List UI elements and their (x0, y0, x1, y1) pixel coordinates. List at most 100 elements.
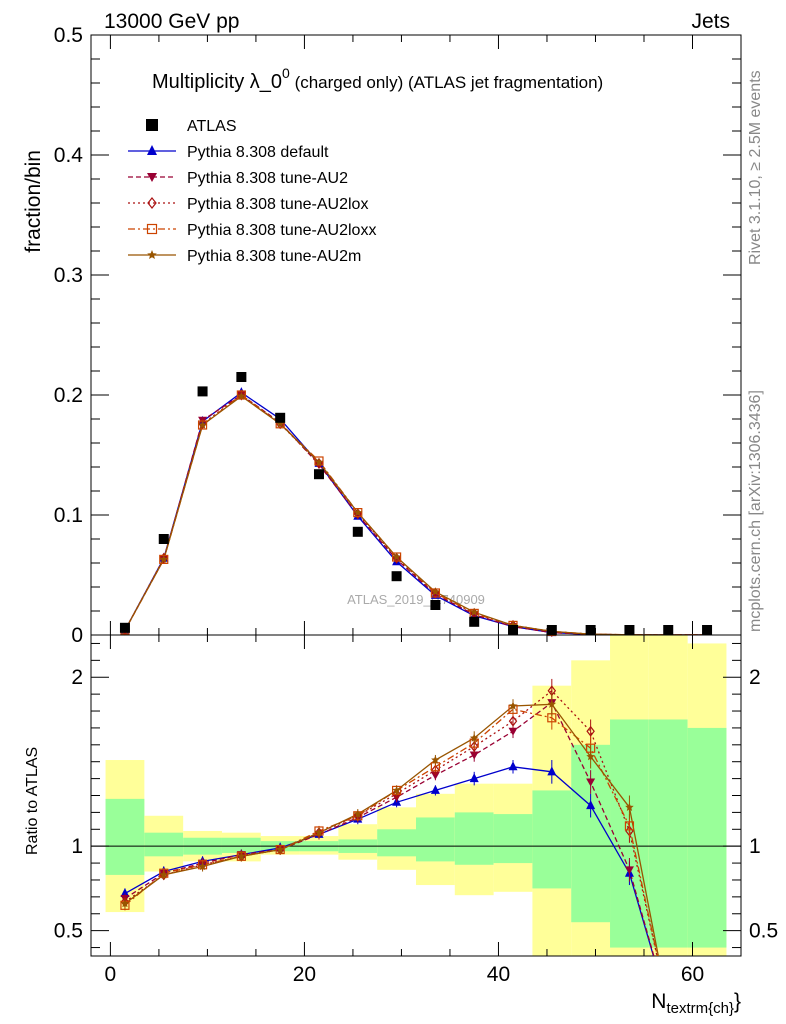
ratio-line-pythia-8-308-default (124, 766, 655, 956)
ratio-point (120, 899, 130, 908)
legend-marker (147, 173, 157, 182)
ratio-point (469, 741, 479, 752)
ratio-point (547, 766, 557, 776)
uncertainty-band-inner (377, 829, 416, 857)
atlas-point (275, 412, 286, 423)
uncertainty-band-inner (493, 814, 533, 864)
legend-label: Pythia 8.308 tune-AU2loxx (187, 222, 376, 239)
ylabel-ratio: Ratio to ATLAS (24, 747, 41, 855)
ratio-point (469, 751, 479, 760)
plot-title: Multiplicity λ_00 (charged only) (ATLAS … (152, 65, 603, 93)
ratio-point (586, 752, 595, 761)
ratio-point (314, 828, 324, 837)
plot-title-main: Multiplicity λ_0 (152, 71, 282, 93)
atlas-point (391, 571, 402, 582)
uncertainty-band-inner (221, 837, 261, 853)
ratio-line-pythia-8-308-tune-au2 (124, 701, 655, 956)
atlas-point (197, 386, 208, 397)
plot-title-sub: (charged only) (ATLAS jet fragmentation) (290, 73, 603, 92)
ratio-point (275, 845, 285, 854)
mcplots-label: mcplots.cern.ch [arXiv:1306.3436] (747, 390, 764, 632)
atlas-point (546, 625, 557, 635)
ylabel-main: fraction/bin (22, 150, 45, 253)
main-panel: 0 0.1 0.2 0.3 0.4 0.5 (54, 24, 742, 647)
main-point (392, 552, 401, 561)
main-point (469, 607, 479, 616)
ratio-xtick-label: 20 (293, 963, 316, 986)
ratio-point (431, 764, 440, 776)
ratio-point (469, 773, 479, 783)
legend-label: Pythia 8.308 default (187, 144, 329, 161)
ratio-point (430, 771, 440, 780)
ratio-point (392, 788, 401, 800)
atlas-point (702, 625, 713, 635)
atlas-point (430, 600, 441, 610)
uncertainty-band-inner (687, 727, 727, 948)
uncertainty-band-inner (144, 832, 184, 857)
main-point (159, 552, 169, 564)
main-point (198, 418, 207, 430)
main-ytick-label: 0.1 (54, 504, 83, 527)
ratio-point (430, 784, 440, 794)
main-point (275, 419, 285, 428)
xlabel: Ntextrm{ch}} (651, 990, 741, 1017)
legend-marker (146, 223, 158, 235)
ratio-xtick-label: 40 (487, 963, 510, 986)
main-point (237, 391, 246, 400)
atlas-point (313, 469, 324, 480)
ratio-point (508, 761, 518, 771)
ratio-point (586, 778, 596, 787)
main-point (353, 511, 363, 520)
legend-label: Pythia 8.308 tune-AU2lox (187, 196, 368, 213)
main-point (159, 554, 168, 563)
ratio-xtick-label: 0 (105, 963, 117, 986)
atlas-point (508, 625, 519, 635)
main-point (392, 555, 402, 564)
uncertainty-band-inner (454, 812, 494, 865)
uncertainty-band-inner (648, 719, 688, 948)
main-ytick-label: 0.2 (54, 384, 83, 407)
main-ytick-label: 0.5 (54, 24, 83, 47)
main-point (430, 590, 440, 599)
legend-label: Pythia 8.308 tune-AU2m (187, 248, 361, 265)
ratio-point (237, 851, 246, 860)
main-point (431, 587, 440, 596)
main-ytick-label: 0.3 (54, 264, 83, 287)
atlas-point (624, 625, 635, 635)
atlas-point (158, 534, 169, 544)
ratio-point (586, 800, 596, 810)
ratio-point (508, 701, 518, 710)
ratio-point (392, 785, 401, 795)
atlas-point (352, 526, 363, 537)
ratio-point (508, 727, 518, 736)
atlas-point (469, 616, 480, 627)
ratio-point (625, 802, 634, 811)
legend-label: ATLAS (187, 118, 237, 135)
rivet-label: Rivet 3.1.10, ≥ 2.5M events (747, 70, 764, 265)
ratio-ytick-label: 1 (71, 835, 83, 858)
ratio-panel: 0.5 0.51 12 20 20 40 60 (54, 634, 778, 986)
ratio-point (198, 862, 207, 871)
ratio-point (353, 809, 363, 818)
ratio-point (159, 870, 168, 879)
legend-marker (147, 145, 157, 155)
legend-marker (147, 250, 157, 259)
ratio-line-pythia-8-308-tune-au2m (124, 703, 659, 956)
main-point (353, 508, 363, 517)
main-point (198, 420, 207, 429)
main-ytick-label: 0.4 (54, 144, 84, 167)
ratio-line-pythia-8-308-tune-au2loxx (124, 708, 658, 956)
analysis-watermark: ATLAS_2019_I1740909 (347, 592, 485, 607)
uncertainty-band-inner (105, 798, 145, 875)
ratio-point (431, 755, 440, 764)
legend-label: Pythia 8.308 tune-AU2 (187, 170, 348, 187)
ratio-ytick-label: 0.5 (54, 920, 83, 943)
header-left: 13000 GeV pp (104, 10, 239, 33)
xlabel-main: N (651, 990, 666, 1013)
main-point (469, 611, 479, 620)
header-right: Jets (691, 10, 730, 33)
legend: ATLAS Pythia 8.308 default Pythia 8.308 tu… (128, 118, 376, 265)
ratio-point (586, 725, 595, 737)
atlas-point (663, 625, 674, 635)
